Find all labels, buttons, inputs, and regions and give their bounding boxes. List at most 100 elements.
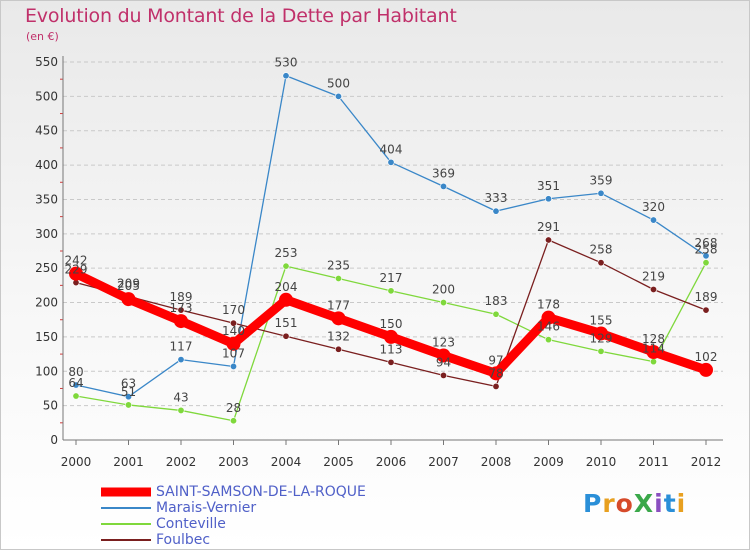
y-tick-label: 450 xyxy=(35,124,58,138)
chart-title: Evolution du Montant de la Dette par Hab… xyxy=(25,5,457,27)
data-label: 217 xyxy=(380,271,403,285)
x-tick-label: 2008 xyxy=(481,455,512,469)
data-point xyxy=(544,236,552,244)
series-conteville xyxy=(72,259,710,425)
y-tick-label: 250 xyxy=(35,261,58,275)
data-label: 113 xyxy=(380,342,403,356)
x-tick-label: 2012 xyxy=(691,455,722,469)
data-point xyxy=(230,319,238,327)
data-point xyxy=(177,406,185,414)
data-point xyxy=(69,266,83,281)
data-label: 155 xyxy=(590,313,613,327)
data-label: 359 xyxy=(590,173,613,187)
data-point xyxy=(702,252,710,260)
x-tick-label: 2006 xyxy=(376,455,407,469)
data-point xyxy=(387,287,395,295)
data-label: 177 xyxy=(327,298,350,312)
legend-item-marais-vernier[interactable]: Marais-Vernier xyxy=(101,500,461,516)
data-label: 189 xyxy=(695,290,718,304)
y-tick-label: 100 xyxy=(35,364,58,378)
x-tick-label: 2005 xyxy=(323,455,354,469)
data-label: 200 xyxy=(432,283,455,297)
data-label: 28 xyxy=(226,401,241,415)
data-label: 500 xyxy=(327,76,350,90)
data-label: 51 xyxy=(121,385,136,399)
data-point xyxy=(541,310,556,325)
data-point xyxy=(226,336,241,351)
y-tick-label: 350 xyxy=(35,192,58,206)
data-point xyxy=(230,362,238,370)
data-label: 80 xyxy=(68,365,83,379)
data-point xyxy=(439,371,447,379)
legend-item-foulbec[interactable]: Foulbec xyxy=(101,532,461,548)
data-point xyxy=(334,345,342,353)
data-label: 43 xyxy=(173,390,188,404)
legend-label: Foulbec xyxy=(156,532,211,548)
data-point xyxy=(492,382,500,390)
data-point xyxy=(594,326,608,341)
y-tick-label: 200 xyxy=(35,296,58,310)
data-point xyxy=(279,292,293,307)
data-label: 209 xyxy=(117,276,140,290)
data-point xyxy=(174,314,188,329)
data-label: 97 xyxy=(488,353,503,367)
data-point xyxy=(492,310,500,318)
data-label: 258 xyxy=(695,243,718,257)
data-label: 258 xyxy=(590,243,613,257)
data-label: 173 xyxy=(170,301,193,315)
data-point xyxy=(387,358,395,366)
data-point xyxy=(436,348,451,363)
legend: SAINT-SAMSON-DE-LA-ROQUE Marais-Vernier … xyxy=(101,484,461,548)
data-label: 63 xyxy=(121,377,136,391)
data-point xyxy=(334,274,342,282)
data-label: 242 xyxy=(65,254,88,268)
data-point xyxy=(125,401,133,409)
data-label: 235 xyxy=(327,258,350,272)
data-point xyxy=(230,417,238,425)
data-point xyxy=(177,306,185,314)
data-label: 150 xyxy=(380,317,403,331)
data-label: 140 xyxy=(222,324,245,338)
data-point xyxy=(384,329,398,344)
data-point xyxy=(334,92,342,100)
data-point xyxy=(649,216,657,224)
data-label: 78 xyxy=(488,366,503,380)
data-point xyxy=(649,285,657,293)
data-label: 530 xyxy=(275,56,298,70)
data-point xyxy=(121,292,136,307)
data-label: 351 xyxy=(537,179,560,193)
legend-item-saint-samson[interactable]: SAINT-SAMSON-DE-LA-ROQUE xyxy=(101,484,461,500)
legend-swatch xyxy=(101,523,151,525)
data-point xyxy=(544,336,552,344)
data-point xyxy=(282,332,290,340)
data-point xyxy=(72,392,80,400)
series-layer xyxy=(69,72,713,425)
proxiti-logo: ProXiti xyxy=(583,489,687,518)
data-point xyxy=(649,358,657,366)
data-label: 64 xyxy=(68,376,83,390)
data-label: 404 xyxy=(380,142,403,156)
data-point xyxy=(492,207,500,215)
data-label: 170 xyxy=(222,303,245,317)
data-label: 253 xyxy=(275,246,298,260)
data-label: 204 xyxy=(275,280,298,294)
data-point xyxy=(597,259,605,267)
data-labels: 80 63 117 107 530 500 404 369 333 351 359 320 268 64 5… xyxy=(65,56,718,415)
data-label: 107 xyxy=(222,346,245,360)
x-tick-label: 2003 xyxy=(218,455,249,469)
data-label: 291 xyxy=(537,220,560,234)
data-point xyxy=(331,311,346,326)
data-point xyxy=(387,158,395,166)
x-tick-label: 2007 xyxy=(428,455,459,469)
data-point xyxy=(702,306,710,314)
data-label: 183 xyxy=(485,294,508,308)
x-tick-label: 2011 xyxy=(638,455,669,469)
data-label: 178 xyxy=(537,298,560,312)
x-tick-label: 2004 xyxy=(271,455,302,469)
data-label: 205 xyxy=(117,279,140,293)
y-tick-label: 0 xyxy=(50,433,58,447)
legend-item-conteville[interactable]: Conteville xyxy=(101,516,461,532)
legend-swatch xyxy=(101,507,151,509)
data-point xyxy=(282,72,290,80)
data-label: 132 xyxy=(327,329,350,343)
